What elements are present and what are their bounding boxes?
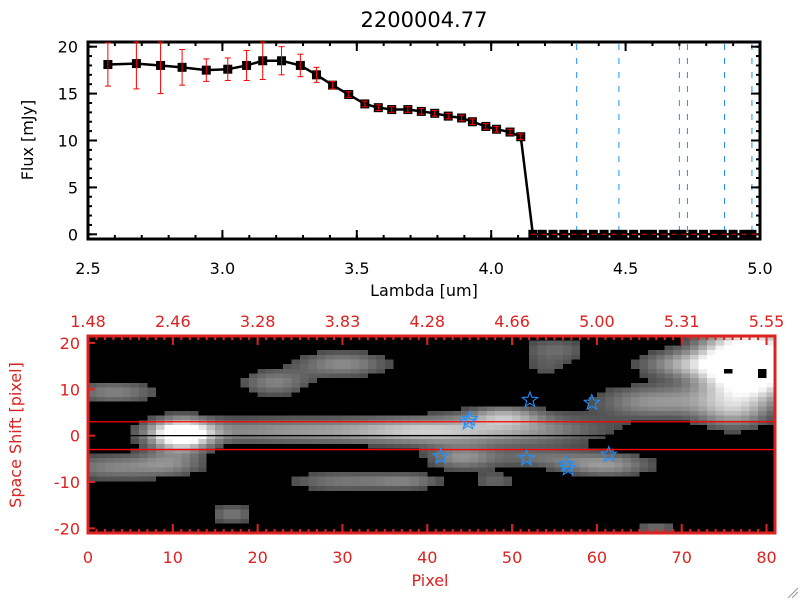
wavelength-tick-label: 4.28 bbox=[409, 312, 445, 331]
error-bar bbox=[361, 100, 368, 108]
wavelength-tick-label: 2.46 bbox=[155, 312, 191, 331]
wavelength-tick-label: 3.83 bbox=[325, 312, 361, 331]
image-x-tick-label: 60 bbox=[587, 548, 607, 567]
error-bar bbox=[345, 91, 352, 98]
error-bar bbox=[243, 49, 250, 81]
image-x-tick-label: 80 bbox=[756, 548, 776, 567]
error-bar bbox=[179, 49, 186, 86]
x-tick-label: 2.5 bbox=[75, 259, 100, 278]
error-bar bbox=[388, 106, 395, 113]
star-marker bbox=[558, 458, 578, 476]
error-bar bbox=[469, 118, 476, 126]
error-bar bbox=[445, 112, 452, 120]
image-x-tick-label: 40 bbox=[417, 548, 437, 567]
x-tick-label: 4.0 bbox=[478, 259, 503, 278]
error-bar bbox=[133, 41, 140, 90]
y-tick-label: 0 bbox=[68, 225, 78, 244]
x-axis-label: Lambda [um] bbox=[370, 281, 478, 300]
star-marker bbox=[520, 390, 539, 408]
image-x-tick-label: 20 bbox=[247, 548, 267, 567]
image-y-tick-label: 0 bbox=[70, 427, 80, 446]
error-bar bbox=[313, 66, 320, 83]
image-y-tick-label: -10 bbox=[54, 473, 80, 492]
plot-frame bbox=[86, 40, 762, 241]
image-y-tick-label: 10 bbox=[60, 380, 80, 399]
x-tick-label: 3.0 bbox=[210, 259, 235, 278]
star-marker bbox=[599, 445, 618, 463]
star-marker bbox=[582, 393, 601, 411]
error-bar bbox=[507, 128, 514, 136]
error-bar bbox=[493, 125, 500, 133]
wavelength-tick-label: 5.00 bbox=[579, 312, 615, 331]
image-y-tick-label: -20 bbox=[54, 519, 80, 538]
error-bar bbox=[203, 58, 210, 82]
image-x-tick-label: 30 bbox=[332, 548, 352, 567]
error-bar bbox=[404, 106, 411, 113]
error-bar bbox=[104, 42, 111, 87]
error-bar bbox=[297, 53, 304, 78]
wavelength-tick-label: 5.55 bbox=[749, 312, 785, 331]
image-x-tick-label: 70 bbox=[672, 548, 692, 567]
chart-title: 2200004.77 bbox=[361, 8, 488, 32]
error-bar bbox=[482, 123, 489, 130]
star-marker bbox=[517, 448, 536, 467]
wavelength-tick-label: 1.48 bbox=[70, 312, 106, 331]
y-axis-label: Flux [mJy] bbox=[18, 100, 37, 181]
error-bar bbox=[278, 46, 285, 76]
error-bar bbox=[259, 41, 266, 81]
y-tick-label: 10 bbox=[58, 132, 78, 151]
error-bar bbox=[418, 108, 425, 115]
image-frame bbox=[86, 334, 777, 535]
flux-line bbox=[107, 59, 752, 236]
star-marker bbox=[460, 409, 479, 427]
image-y-tick-label: 20 bbox=[60, 334, 80, 353]
star-marker bbox=[458, 412, 478, 430]
error-bar bbox=[224, 57, 231, 81]
x-tick-label: 4.5 bbox=[613, 259, 638, 278]
star-marker bbox=[431, 446, 450, 465]
y-tick-label: 15 bbox=[58, 85, 78, 104]
resize-grip-icon bbox=[787, 587, 799, 599]
error-bar bbox=[458, 114, 465, 122]
wavelength-tick-label: 4.66 bbox=[494, 312, 530, 331]
x-tick-label: 5.0 bbox=[747, 259, 772, 278]
star-marker bbox=[557, 454, 576, 473]
y-tick-label: 20 bbox=[58, 38, 78, 57]
y-tick-label: 5 bbox=[68, 178, 78, 197]
error-bar bbox=[517, 133, 524, 141]
error-bar bbox=[157, 41, 164, 95]
spectral-image-heatmap bbox=[88, 336, 775, 533]
image-x-axis-label: Pixel bbox=[411, 571, 448, 590]
image-x-tick-label: 0 bbox=[83, 548, 93, 567]
wavelength-tick-label: 5.31 bbox=[664, 312, 700, 331]
x-tick-label: 3.5 bbox=[344, 259, 369, 278]
image-x-tick-label: 50 bbox=[502, 548, 522, 567]
error-bar bbox=[329, 80, 336, 90]
image-y-axis-label: Space Shift [pixel] bbox=[6, 362, 25, 508]
wavelength-tick-label: 3.28 bbox=[240, 312, 276, 331]
image-x-tick-label: 10 bbox=[163, 548, 183, 567]
error-bar bbox=[375, 104, 382, 111]
error-bar bbox=[431, 109, 438, 117]
